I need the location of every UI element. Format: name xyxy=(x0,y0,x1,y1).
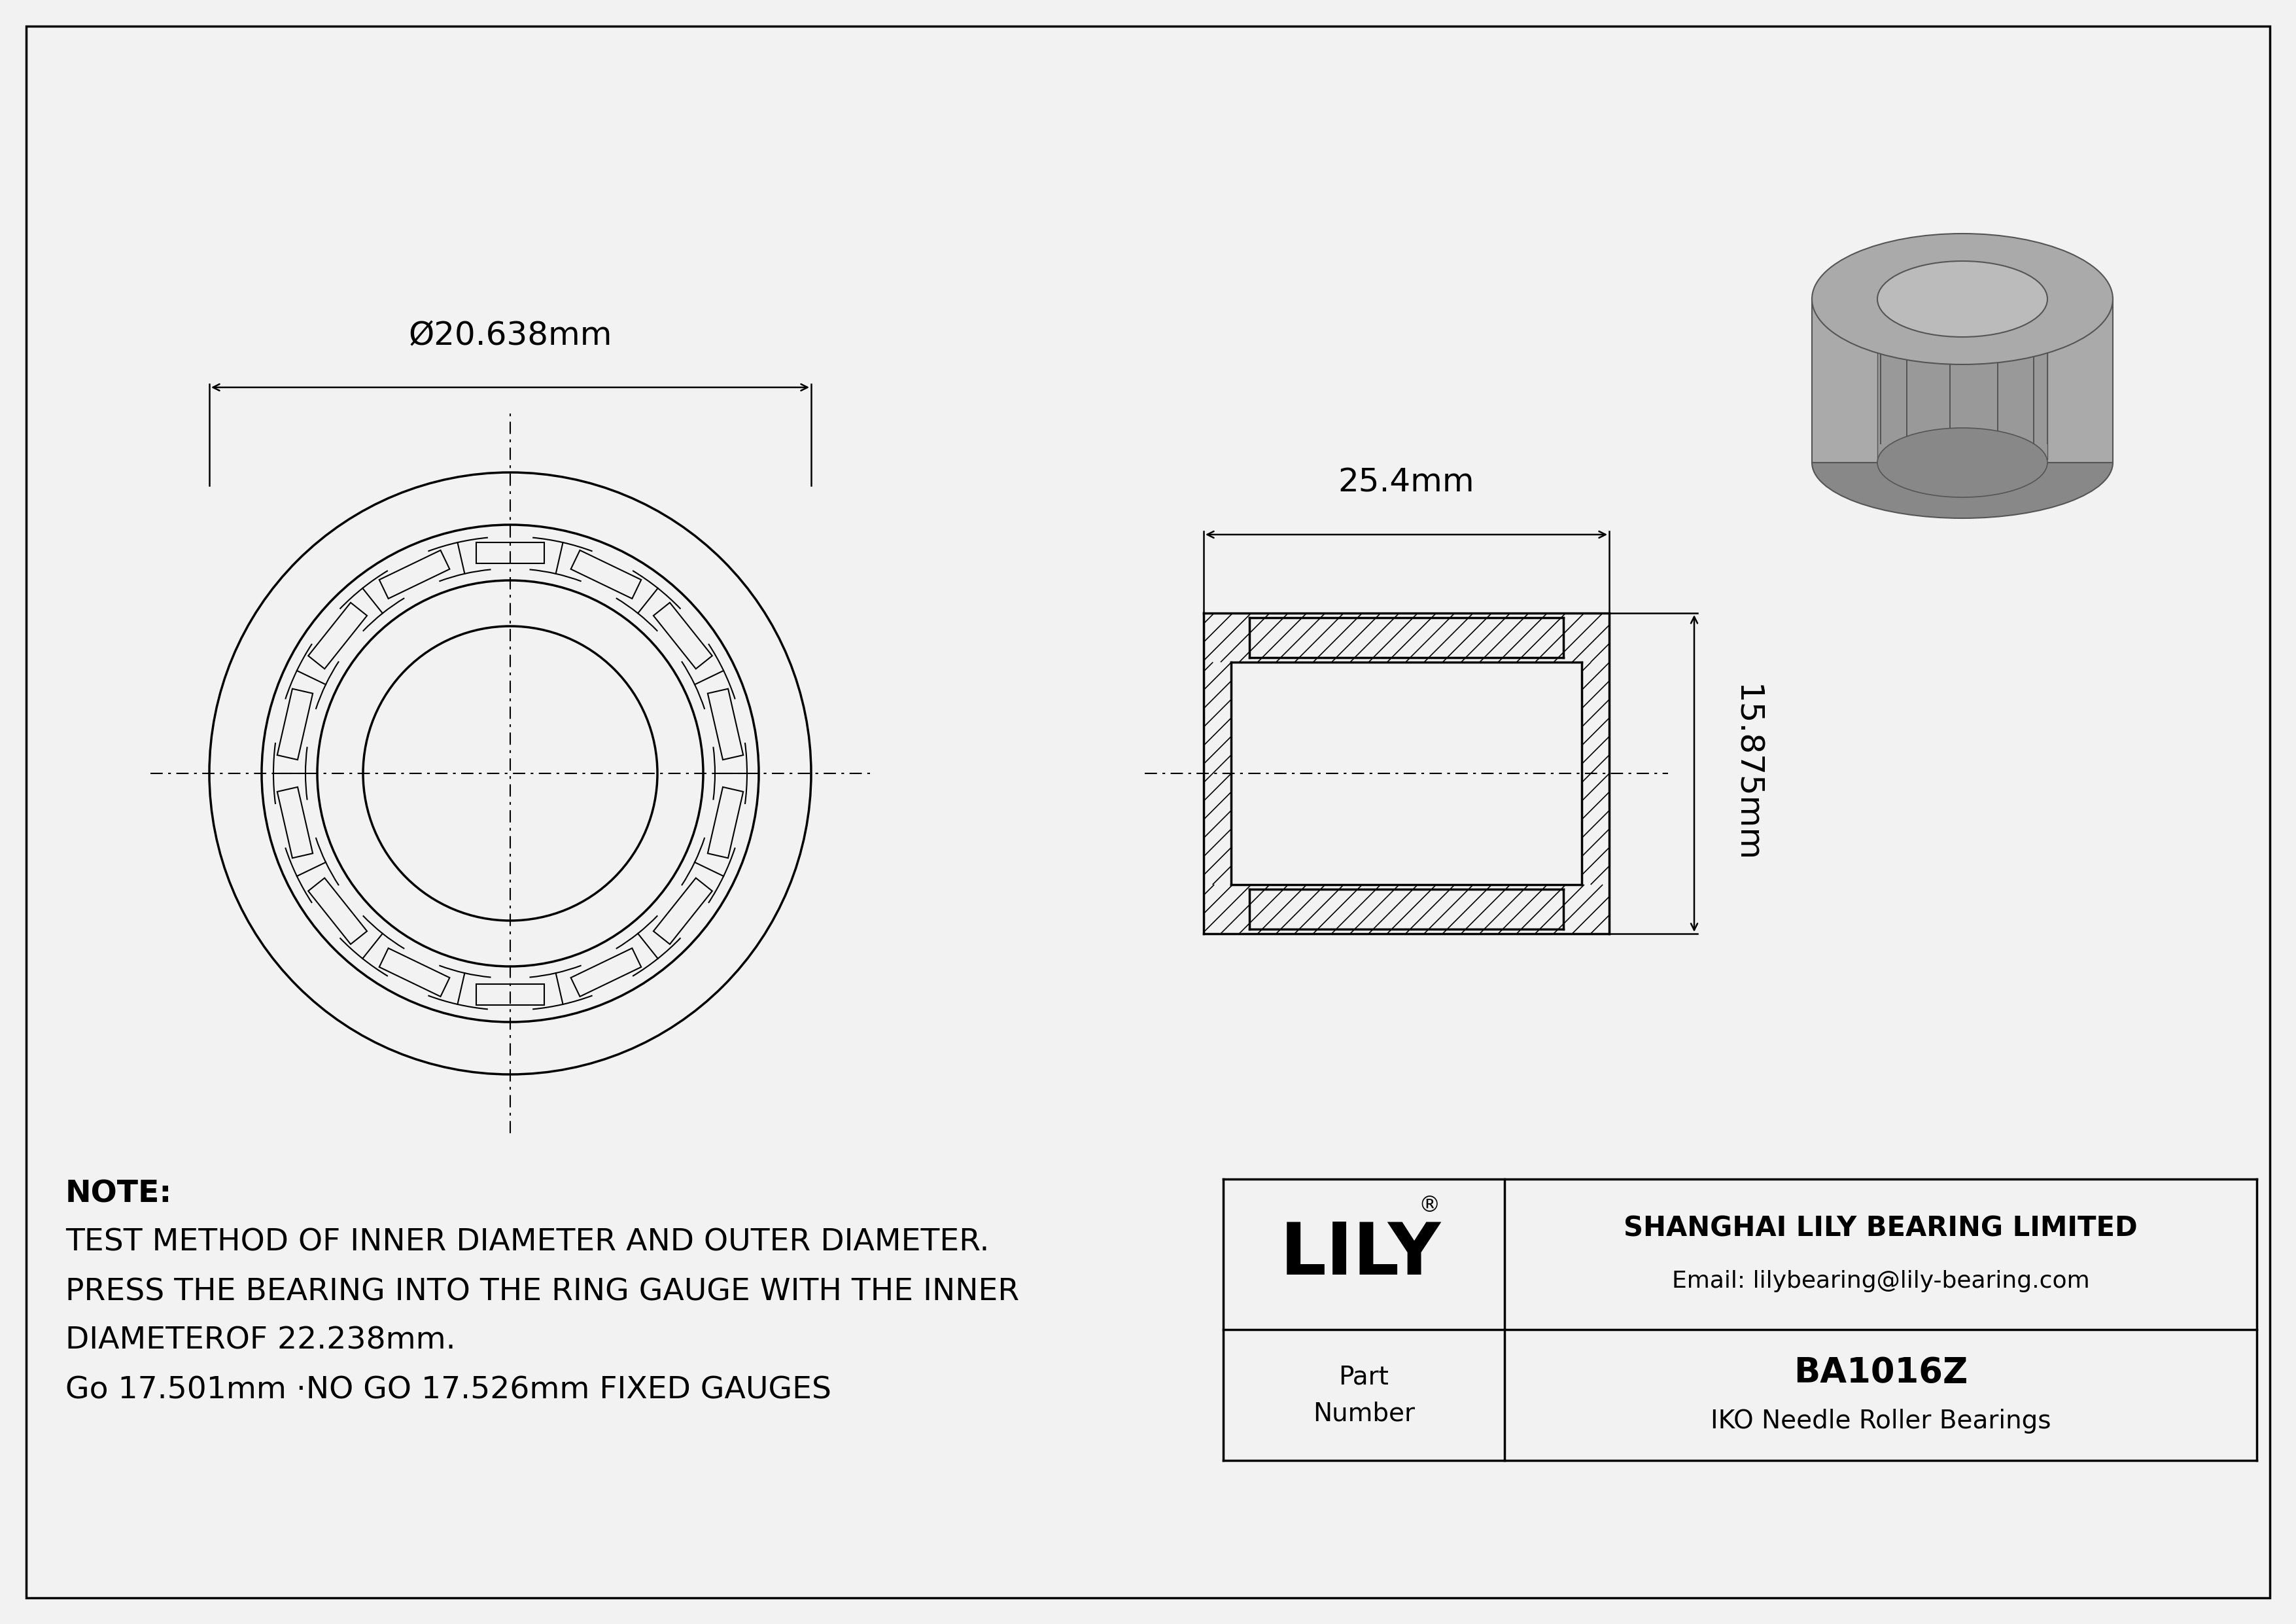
Ellipse shape xyxy=(1878,261,2048,336)
Text: LILY: LILY xyxy=(1281,1220,1442,1289)
Polygon shape xyxy=(1878,302,2048,460)
Polygon shape xyxy=(1812,299,2112,463)
Text: SHANGHAI LILY BEARING LIMITED: SHANGHAI LILY BEARING LIMITED xyxy=(1623,1215,2138,1242)
Ellipse shape xyxy=(1878,427,2048,497)
Text: DIAMETEROF 22.238mm.: DIAMETEROF 22.238mm. xyxy=(64,1327,455,1356)
Ellipse shape xyxy=(1812,234,2112,364)
Text: Email: lilybearing@lily-bearing.com: Email: lilybearing@lily-bearing.com xyxy=(1671,1270,2089,1293)
Text: NOTE:: NOTE: xyxy=(64,1179,172,1208)
Ellipse shape xyxy=(1812,408,2112,518)
Text: 15.875mm: 15.875mm xyxy=(1731,684,1761,862)
Text: PRESS THE BEARING INTO THE RING GAUGE WITH THE INNER: PRESS THE BEARING INTO THE RING GAUGE WI… xyxy=(64,1276,1019,1307)
Text: Go 17.501mm ·NO GO 17.526mm FIXED GAUGES: Go 17.501mm ·NO GO 17.526mm FIXED GAUGES xyxy=(64,1376,831,1405)
Text: TEST METHOD OF INNER DIAMETER AND OUTER DIAMETER.: TEST METHOD OF INNER DIAMETER AND OUTER … xyxy=(64,1228,990,1257)
Text: Number: Number xyxy=(1313,1402,1414,1426)
Text: BA1016Z: BA1016Z xyxy=(1793,1356,1968,1390)
Text: Ø20.638mm: Ø20.638mm xyxy=(409,320,613,351)
Text: 25.4mm: 25.4mm xyxy=(1339,468,1474,499)
Text: Part: Part xyxy=(1339,1364,1389,1389)
Text: IKO Needle Roller Bearings: IKO Needle Roller Bearings xyxy=(1711,1408,2050,1434)
Text: ®: ® xyxy=(1419,1194,1440,1216)
